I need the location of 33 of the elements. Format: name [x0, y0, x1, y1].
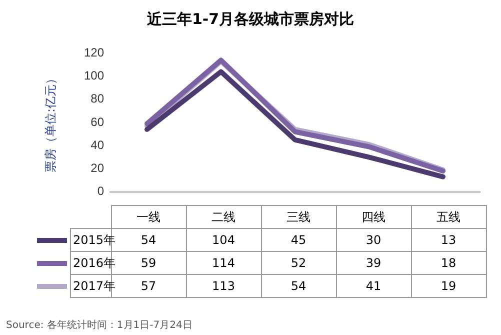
y-tick-label: 0: [97, 184, 104, 198]
data-label: 19: [411, 274, 486, 298]
y-tick-label: 40: [90, 138, 104, 152]
x-tick-label: 二线: [186, 206, 261, 228]
y-tick-label: 100: [84, 68, 104, 83]
legend-label: 2015年: [72, 232, 116, 248]
data-label: 54: [140, 233, 156, 247]
data-label: 104: [186, 228, 261, 252]
y-tick-label: 20: [90, 161, 104, 176]
chart-title: 近三年1-7月各级城市票房对比: [146, 9, 356, 30]
x-tick-label: 三线: [261, 206, 336, 228]
data-label: 114: [186, 252, 261, 274]
legend-label: 2017年: [72, 278, 116, 294]
data-label: 41: [336, 274, 411, 298]
data-label: 59: [140, 256, 156, 270]
data-label: 18: [411, 252, 486, 274]
data-label: 52: [261, 252, 336, 274]
y-tick-label: 80: [90, 92, 104, 106]
y-axis-title: 票房（单位:亿元）: [43, 72, 58, 173]
data-label: 54: [261, 274, 336, 298]
y-tick-label: 60: [90, 114, 104, 129]
data-label: 45: [261, 228, 336, 252]
source-note: Source: 各年统计时间：1月1日-7月24日: [6, 318, 192, 332]
data-label: 13: [411, 228, 486, 252]
data-label: 57: [140, 279, 156, 293]
x-tick-label: 五线: [411, 206, 486, 228]
legend-label: 2016年: [72, 254, 116, 272]
x-tick-label: 四线: [336, 206, 411, 228]
data-label: 30: [336, 228, 411, 252]
y-tick-label: 120: [84, 46, 104, 60]
data-label: 39: [336, 252, 411, 274]
x-tick-label: 一线: [111, 206, 186, 228]
data-label: 113: [186, 274, 261, 298]
